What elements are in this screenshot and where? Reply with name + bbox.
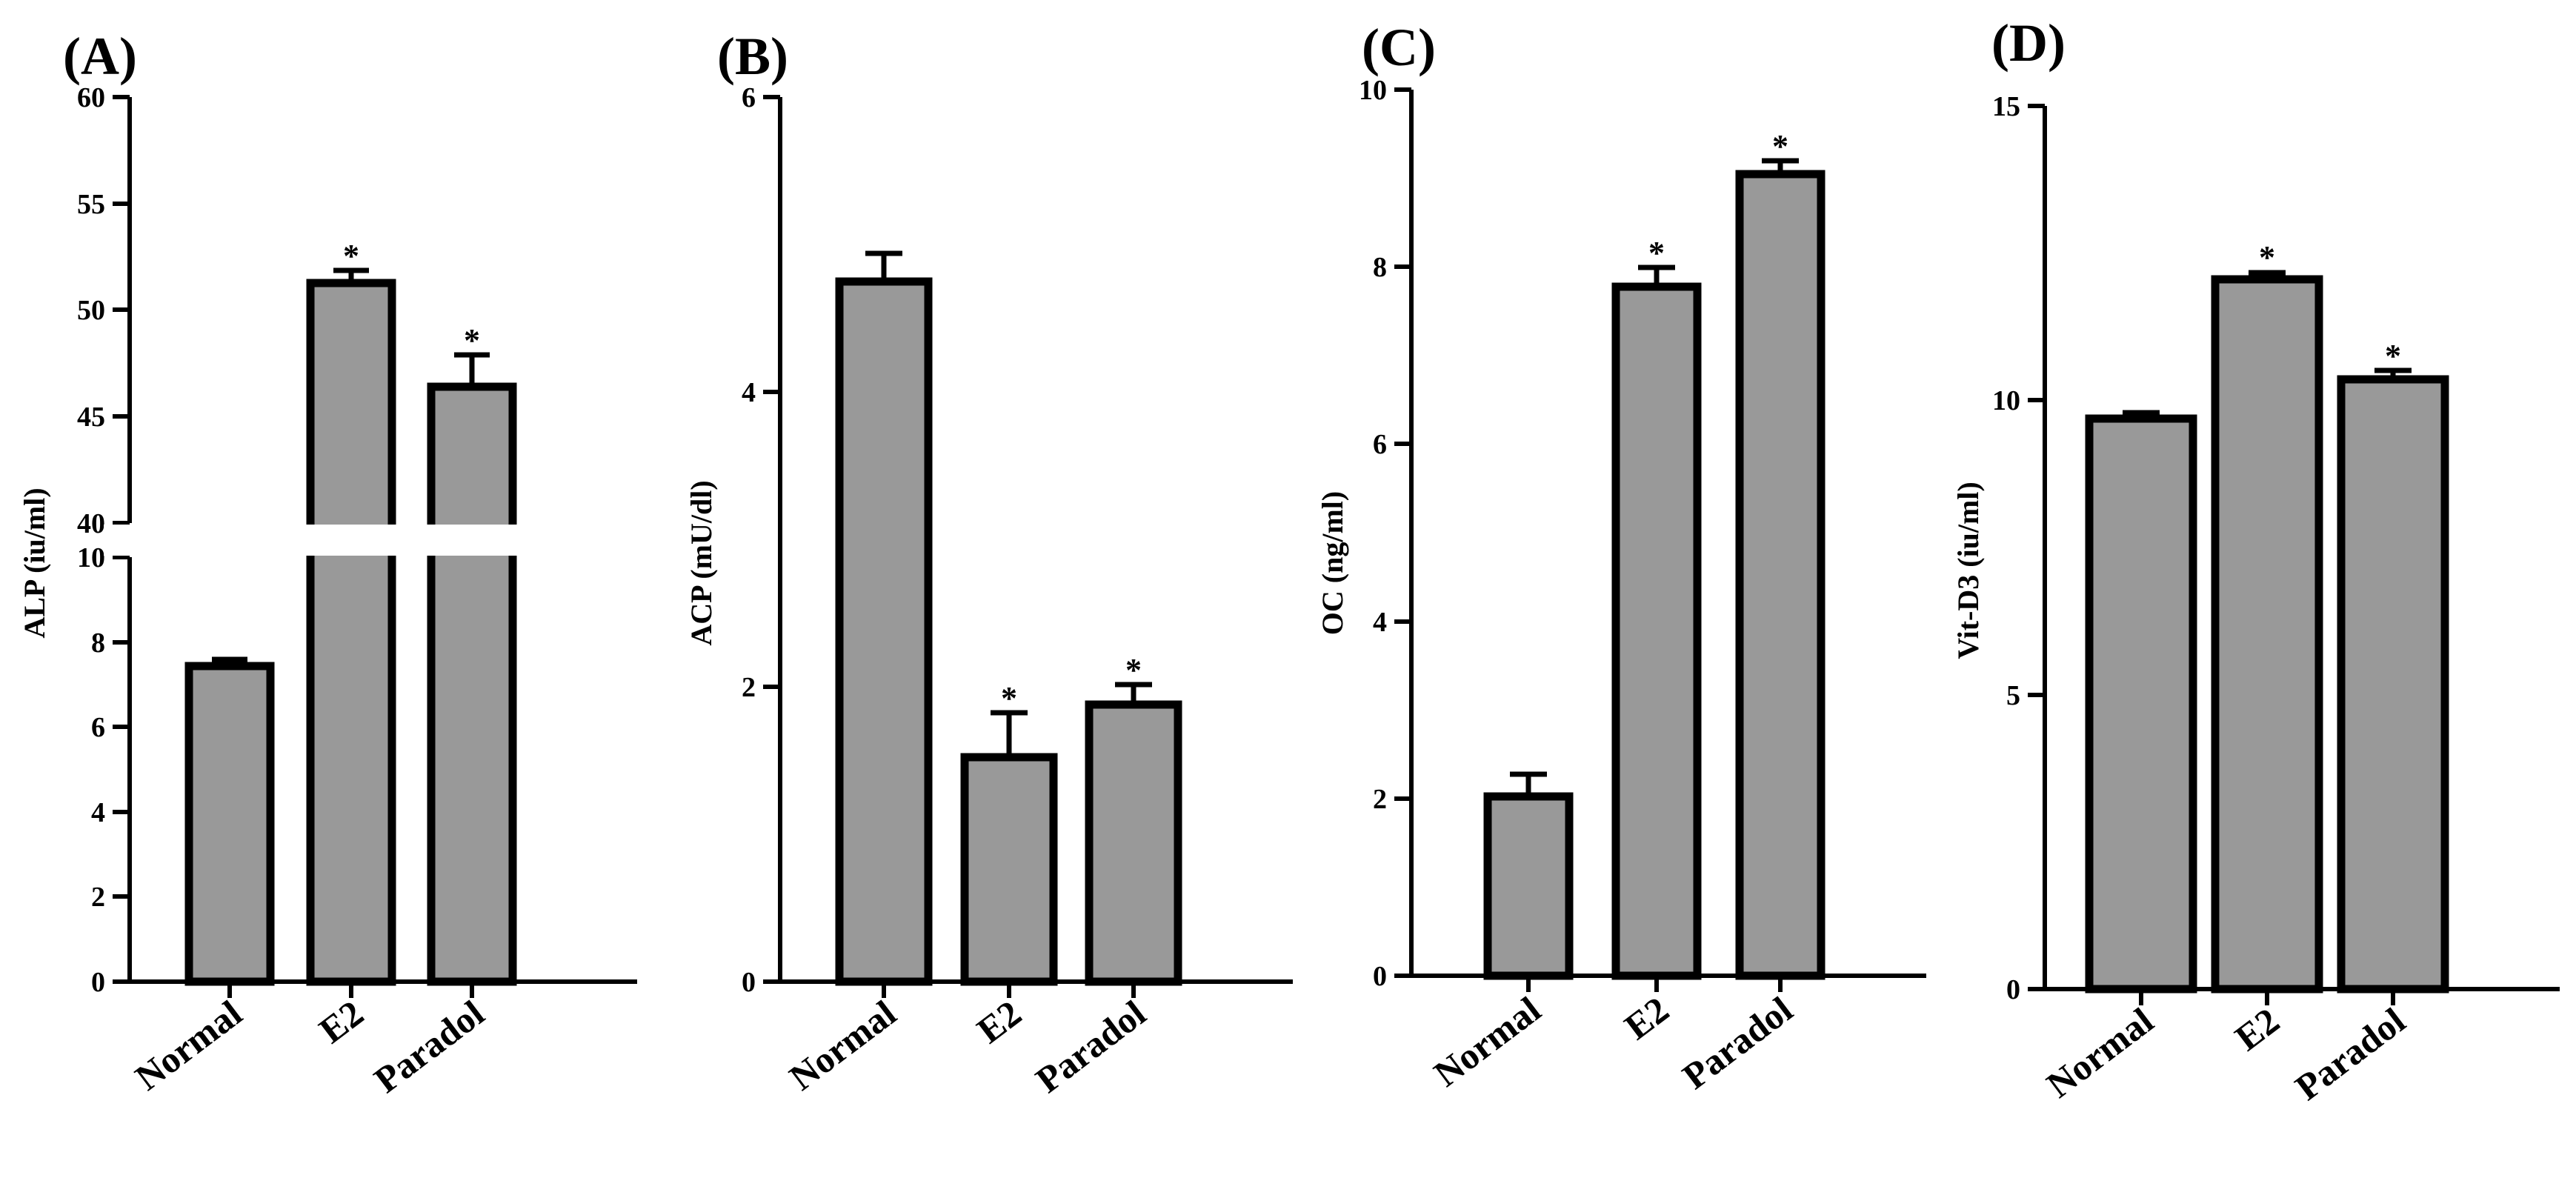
panel-b-error-bar-normal xyxy=(865,250,902,282)
panel-c-ylabel: OC (ng/ml) xyxy=(1316,491,1349,635)
panel-b-bar-paradol xyxy=(1085,700,1182,986)
panel-b-ylabel: ACP (mU/dl) xyxy=(685,480,718,645)
panel-c-letter: (C) xyxy=(1362,18,1436,77)
panel-c-bar-paradol xyxy=(1735,170,1826,980)
panel-a-tick-label: 8 xyxy=(91,628,105,659)
panel-a-category-e2: E2 xyxy=(311,992,370,1051)
panel-d-tick-label: 0 xyxy=(2006,974,2020,1005)
panel-b-y-ticks: 6 4 2 0 xyxy=(742,82,780,998)
panel-a-bar-e2 xyxy=(306,279,396,986)
panel-a-category-normal: Normal xyxy=(127,992,250,1098)
panel-d-y-ticks: 15 10 5 0 xyxy=(1992,91,2045,1005)
panel-d-significance-e2: * xyxy=(2259,239,2275,276)
panel-c-tick-label: 2 xyxy=(1373,784,1387,815)
panel-d-category-paradol: Paradol xyxy=(2288,999,2413,1108)
panel-a-ylabel: ALP (iu/ml) xyxy=(18,487,51,638)
panel-a-tick-label: 10 xyxy=(77,542,105,573)
panel-b-error-bar-e2 xyxy=(991,710,1028,757)
panel-c-tick-label: 4 xyxy=(1373,607,1387,638)
panel-a-tick-label: 55 xyxy=(77,189,105,220)
panel-c-bar-e2 xyxy=(1611,282,1702,980)
panel-b-bar-e2 xyxy=(960,753,1058,986)
panel-a-tick-label: 50 xyxy=(77,295,105,326)
panel-c-tick-label: 10 xyxy=(1359,75,1387,106)
panel-a-tick-label: 4 xyxy=(91,797,105,828)
panel-b-tick-label: 2 xyxy=(742,672,756,703)
panel-a-axis-break xyxy=(104,525,563,556)
panel-c-significance-paradol: * xyxy=(1772,128,1788,164)
panel-b-category-paradol: Paradol xyxy=(1028,992,1154,1101)
panel-d-category-normal: Normal xyxy=(2039,999,2161,1105)
panel-a-tick-label: 60 xyxy=(77,82,105,113)
panel-b-tick-label: 6 xyxy=(742,82,756,113)
panel-a-bar-paradol xyxy=(427,382,517,986)
panel-b-letter: (B) xyxy=(717,27,788,86)
panel-b-category-e2: E2 xyxy=(969,992,1028,1051)
panel-b-significance-e2: * xyxy=(1001,680,1017,716)
panel-a-category-paradol: Paradol xyxy=(367,992,492,1101)
panel-d-ylabel: Vit-D3 (iu/ml) xyxy=(1951,482,1985,659)
panel-a-tick-label: 45 xyxy=(77,402,105,433)
panel-a-upper-ticks: 60 55 50 45 40 xyxy=(77,82,130,539)
panel-a-tick-label: 6 xyxy=(91,712,105,743)
panel-a-significance-e2: * xyxy=(343,238,359,274)
panel-d-tick-label: 15 xyxy=(1992,91,2020,122)
panel-c-category-e2: E2 xyxy=(1617,988,1676,1048)
panel-c-y-ticks: 10 8 6 4 2 0 xyxy=(1359,75,1411,992)
panel-d-tick-label: 5 xyxy=(2006,680,2020,711)
panel-b-bar-normal xyxy=(835,277,933,986)
panel-d-category-e2: E2 xyxy=(2227,999,2286,1059)
panel-b-tick-label: 0 xyxy=(742,967,756,998)
panel-d-bar-e2 xyxy=(2211,275,2323,994)
panel-a-lower-ticks: 10 8 6 4 2 0 xyxy=(77,542,130,998)
panel-d-bar-paradol xyxy=(2337,375,2449,994)
panel-a-tick-label: 40 xyxy=(77,508,105,539)
panel-b-tick-label: 4 xyxy=(742,377,756,408)
panel-c: (C) OC (ng/ml) 10 8 6 4 2 0 * * Nor xyxy=(1316,18,1926,1097)
panel-a-tick-label: 2 xyxy=(91,882,105,913)
panel-a-tick-label: 0 xyxy=(91,967,105,998)
panel-a-significance-paradol: * xyxy=(464,322,480,359)
panel-c-tick-label: 6 xyxy=(1373,429,1387,460)
panel-a-error-bar-paradol xyxy=(454,352,490,387)
panel-c-bar-normal xyxy=(1483,792,1574,980)
panel-c-tick-label: 8 xyxy=(1373,252,1387,283)
panel-d: (D) Vit-D3 (iu/ml) 15 10 5 0 * * Normal … xyxy=(1951,13,2560,1108)
panel-d-bar-normal xyxy=(2085,414,2197,994)
panel-c-tick-label: 0 xyxy=(1373,961,1387,992)
panel-c-category-normal: Normal xyxy=(1426,988,1548,1094)
panel-c-significance-e2: * xyxy=(1648,235,1665,271)
panel-a-bar-normal xyxy=(184,662,275,986)
panel-a-letter: (A) xyxy=(63,27,137,86)
panel-c-category-paradol: Paradol xyxy=(1675,988,1800,1097)
panel-b: (B) ACP (mU/dl) 6 4 2 0 * * Normal E2 Pa… xyxy=(685,27,1293,1101)
panel-d-significance-paradol: * xyxy=(2385,338,2401,374)
panel-b-category-normal: Normal xyxy=(782,992,904,1098)
panel-b-significance-paradol: * xyxy=(1125,652,1142,688)
panel-d-tick-label: 10 xyxy=(1992,385,2020,416)
panel-a: (A) ALP (iu/ml) 60 55 50 45 40 10 xyxy=(18,27,637,1101)
panel-d-letter: (D) xyxy=(1991,13,2066,73)
